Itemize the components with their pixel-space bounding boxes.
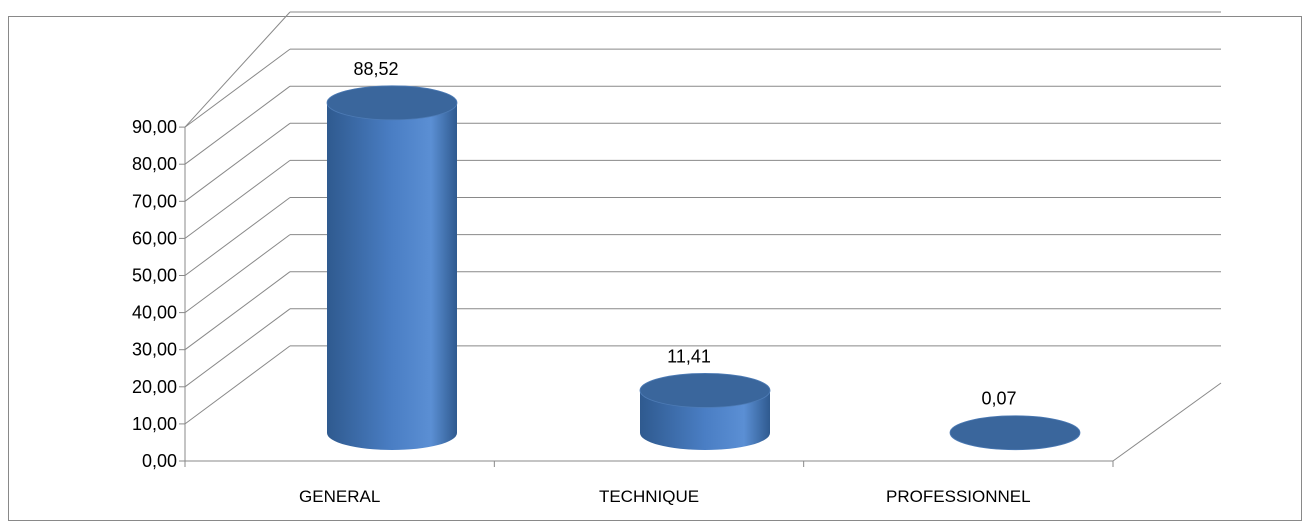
- y-tick-label: 90,00: [132, 117, 177, 137]
- bar-general: [326, 85, 458, 450]
- bar-top: [639, 373, 771, 408]
- gridline: [184, 48, 1221, 128]
- data-label: 11,41: [667, 346, 711, 366]
- y-tick-label: 70,00: [132, 191, 177, 211]
- y-tick-label: 20,00: [132, 377, 177, 397]
- y-tick-label: 10,00: [132, 414, 177, 434]
- bars: [326, 85, 1081, 451]
- gridline: [184, 85, 1221, 165]
- bar-professionnel: [949, 415, 1081, 451]
- gridline: [184, 11, 291, 128]
- y-tick-label: 60,00: [132, 228, 177, 248]
- bar-top: [949, 415, 1081, 451]
- data-labels: 88,52 11,41 0,07: [353, 59, 1016, 409]
- bar-technique: [639, 373, 771, 450]
- y-tick-label: 0,00: [142, 451, 177, 471]
- axes: [179, 126, 1222, 467]
- y-tick-label: 50,00: [132, 266, 177, 286]
- x-category-label: PROFESSIONNEL: [886, 487, 1031, 506]
- y-tick-label: 30,00: [132, 340, 177, 360]
- x-category-label: GENERAL: [299, 487, 380, 506]
- bar-body: [327, 102, 457, 450]
- floor-edge: [1112, 382, 1222, 462]
- y-tick-label: 80,00: [132, 154, 177, 174]
- data-label: 0,07: [981, 389, 1016, 409]
- x-category-label: TECHNIQUE: [599, 487, 699, 506]
- bar-top: [326, 85, 458, 121]
- y-tick-label: 40,00: [132, 303, 177, 323]
- x-axis-category-labels: GENERAL TECHNIQUE PROFESSIONNEL: [299, 487, 1031, 506]
- data-label: 88,52: [353, 59, 398, 79]
- y-axis-tick-labels: 0,00 10,00 20,00 30,00 40,00 50,00 60,00 70,00 8…: [132, 117, 177, 471]
